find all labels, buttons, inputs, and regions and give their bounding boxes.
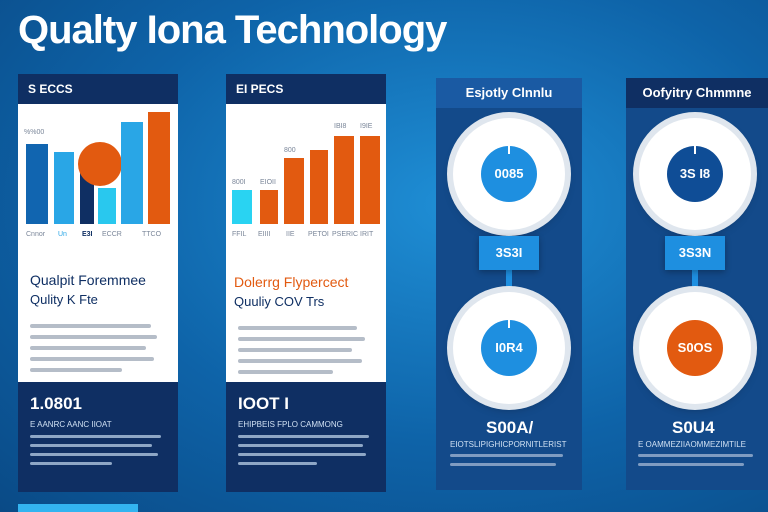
x-label-1: Cnnor [26, 231, 46, 238]
x-label-3: IIE [286, 231, 295, 238]
panel-subtitle: Dolerrg Flypercect [234, 274, 349, 290]
value-label-4: IBI8 [334, 123, 347, 130]
panel-subheading: Qulity K Fte [30, 292, 98, 307]
caption-lines [638, 448, 758, 466]
footer-text-lines [238, 435, 374, 465]
y-axis-label: %%00 [24, 129, 44, 136]
caption-lines [450, 448, 568, 466]
gauge-bottom: I0R4 [453, 292, 565, 404]
gauge-top: 3S I8 [639, 118, 751, 230]
page-title: Qualty Iona Technology [18, 8, 447, 52]
x-label-3: E3I [82, 231, 93, 238]
bar-6 [360, 136, 380, 224]
x-label-5: TTCO [142, 231, 162, 238]
panel-footer: IOOT I EHIPBEIS FPLO CAMMONG [226, 382, 386, 492]
x-label-2: EIIII [258, 231, 271, 238]
bottom-accent-bar [18, 504, 138, 512]
panel-header: EI PECS [226, 74, 386, 104]
value-label-5: I9IE [360, 123, 373, 130]
gauge-tick [694, 146, 696, 154]
x-label-2: Un [58, 231, 67, 238]
bar-5 [334, 136, 354, 224]
bar-chart: 800I EIOII 800 IBI8 I9IE FFIL EIIII IIE … [232, 123, 380, 238]
metric-badge: 3S3N [665, 236, 725, 270]
footer-caption: E AANRC AANC IIOAT [30, 420, 112, 429]
metric-badge: 3S3I [479, 236, 539, 270]
value-label-1: 800I [232, 179, 246, 186]
body-text-lines [238, 326, 370, 381]
x-label-4: ECCR [102, 231, 122, 238]
panel-header: S ECCS [18, 74, 178, 104]
bar-4 [98, 188, 116, 224]
bar-2 [260, 190, 278, 224]
gauge-value: 0085 [481, 146, 537, 202]
panel-header: Oofyitry Chmmne [626, 78, 768, 108]
bar-6 [148, 112, 170, 224]
footer-text-lines [30, 435, 166, 465]
stat-caption: EIOTSLIPIGHICPORNITLERIST [450, 440, 567, 449]
bar-1 [26, 144, 48, 224]
bar-3 [284, 158, 304, 224]
gauge-bottom: S0OS [639, 292, 751, 404]
panel-subtitle: Qualpit Foremmee [30, 272, 146, 288]
x-label-6: IRIT [360, 231, 374, 238]
panel-quality-commitment: Oofyitry Chmmne 3S I8 3S3N S0OS S0U4 E O… [626, 78, 768, 490]
x-label-5: PSERIC [332, 231, 358, 238]
bar-3 [80, 172, 94, 224]
panel-delivery-performance: EI PECS 800I EIOII 800 IBI8 I9IE FFIL EI… [226, 74, 386, 492]
panel-header: Esjotly Clnnlu [436, 78, 582, 108]
gauge-top: 0085 [453, 118, 565, 230]
body-text-lines [30, 324, 162, 379]
stat-number: S00A/ [486, 418, 534, 437]
stat-number: S0U4 [672, 418, 715, 437]
bar-5 [121, 122, 143, 224]
footer-number: 1.0801 [30, 394, 82, 413]
stat-caption: E OAMMEZIIAOMMEZIMTILE [638, 440, 747, 449]
gauge-tick [508, 320, 510, 328]
bar-4 [310, 150, 328, 224]
gauge-value: S0OS [667, 320, 723, 376]
x-label-1: FFIL [232, 231, 246, 238]
footer-caption: EHIPBEIS FPLO CAMMONG [238, 420, 343, 429]
panel-quality-circles: Esjotly Clnnlu 0085 3S3I I0R4 S00A/ EIOT… [436, 78, 582, 490]
gauge-value: 3S I8 [667, 146, 723, 202]
panel-footer: 1.0801 E AANRC AANC IIOAT [18, 382, 178, 492]
panel-quality-performance: S ECCS %%00 Cnnor Un E3I ECCR TTCO Qualp… [18, 74, 178, 492]
value-label-3: 800 [284, 147, 296, 154]
x-label-4: PETOI [308, 231, 329, 238]
panel-subheading: Quuliy COV Trs [234, 294, 325, 309]
gauge-value: I0R4 [481, 320, 537, 376]
bar-2 [54, 152, 74, 224]
bar-1 [232, 190, 252, 224]
value-label-2: EIOII [260, 179, 276, 186]
bar-chart: %%00 Cnnor Un E3I ECCR TTCO [24, 112, 170, 238]
highlight-circle [78, 142, 122, 186]
gauge-tick [508, 146, 510, 154]
footer-number: IOOT I [238, 394, 289, 413]
